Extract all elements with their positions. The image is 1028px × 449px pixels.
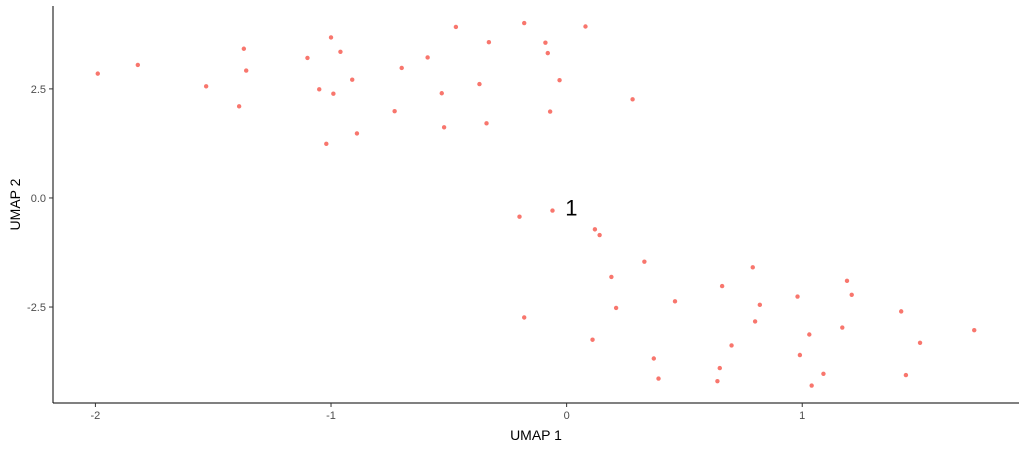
data-point [656, 376, 661, 381]
data-point [592, 227, 598, 232]
data-point [717, 365, 722, 371]
data-point [757, 302, 763, 308]
data-point [241, 46, 247, 51]
annotations: 1 [565, 196, 577, 221]
data-point [517, 214, 522, 219]
data-point [797, 352, 803, 358]
data-point [903, 372, 909, 378]
data-point [715, 378, 720, 384]
data-point [590, 337, 595, 342]
data-point [821, 371, 826, 376]
data-point [453, 24, 459, 30]
data-point [522, 20, 527, 26]
data-point [338, 49, 343, 55]
data-point [522, 315, 527, 320]
data-point [244, 68, 249, 73]
cluster-label: 1 [565, 196, 577, 221]
data-point [557, 77, 562, 83]
data-point [543, 40, 548, 45]
data-point [236, 104, 242, 109]
data-point [324, 141, 329, 147]
data-point [917, 340, 923, 345]
data-points [95, 20, 977, 388]
x-tick-label: 1 [799, 410, 805, 422]
data-point [350, 77, 355, 82]
data-point [898, 309, 904, 314]
y-axis-ticks: 2.5 0.0 -2.5 [27, 84, 53, 314]
data-point [972, 327, 977, 333]
data-point [547, 109, 553, 114]
y-tick-label: -2.5 [27, 302, 46, 314]
x-tick-label: 0 [564, 410, 570, 422]
data-point [840, 325, 845, 330]
data-point [399, 65, 404, 71]
data-point [135, 62, 141, 68]
data-point [795, 294, 800, 299]
x-axis-title: UMAP 1 [510, 427, 562, 443]
data-point [95, 71, 100, 76]
data-point [317, 87, 322, 92]
data-point [609, 274, 614, 280]
data-point [545, 50, 550, 56]
data-point [354, 131, 360, 136]
y-tick-label: 0.0 [31, 193, 46, 205]
data-point [844, 278, 850, 284]
data-point [486, 40, 492, 45]
y-axis-title: UMAP 2 [7, 178, 23, 230]
x-tick-label: -2 [91, 410, 101, 422]
data-point [750, 265, 755, 270]
data-point [642, 259, 647, 264]
data-point [305, 55, 310, 61]
data-point [752, 319, 758, 324]
data-point [441, 125, 447, 130]
data-point [672, 299, 678, 304]
data-point [719, 283, 725, 289]
data-point [809, 383, 814, 388]
data-point [484, 121, 489, 126]
data-point [392, 108, 397, 114]
data-point [331, 91, 336, 96]
data-point [583, 24, 588, 29]
data-point [729, 343, 734, 348]
data-point [477, 81, 482, 87]
data-point [807, 332, 812, 337]
data-point [651, 356, 657, 361]
x-tick-label: -1 [326, 410, 336, 422]
data-point [439, 91, 444, 96]
data-point [613, 305, 619, 311]
data-point [550, 208, 555, 213]
data-point [630, 97, 635, 102]
data-point [849, 292, 854, 298]
data-point [597, 232, 602, 238]
data-point [425, 55, 430, 60]
x-axis-ticks: -2 -1 0 1 [91, 403, 805, 422]
y-tick-label: 2.5 [31, 84, 46, 96]
data-point [328, 35, 334, 40]
data-point [203, 84, 209, 89]
